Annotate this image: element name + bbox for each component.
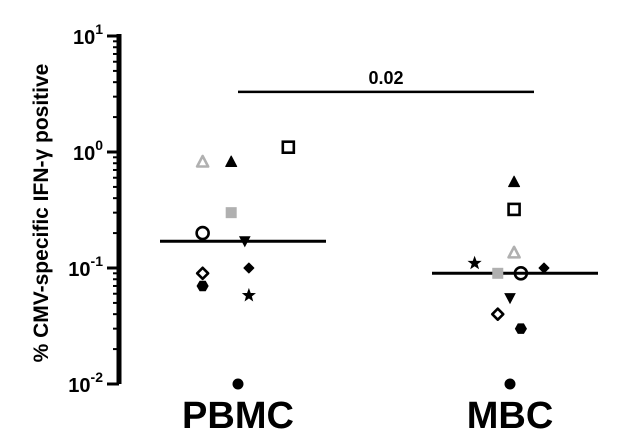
y-tick-label: 10-2 [68,369,103,397]
data-point-star [241,287,256,302]
data-point-triangle-down [504,293,516,305]
data-point-triangle-up-open [195,154,210,168]
data-point-square-open [281,140,296,154]
significance-annotation: 0.02 [238,68,534,94]
data-point-triangle-up [225,155,238,167]
x-axis-categories: PBMC MBC [182,395,553,437]
x-category-label: MBC [467,395,554,437]
data-point-circle [232,378,244,390]
x-category-label: PBMC [182,395,294,437]
data-point-diamond-open [195,266,210,281]
y-tick-label: 10-1 [68,253,103,281]
data-point-triangle-up [508,175,521,188]
significance-label: 0.02 [368,68,403,88]
y-axis-label: % CMV-specific IFN-γ positive [30,64,53,363]
data-point-triangle-up-open [507,245,521,259]
data-points [195,140,550,390]
data-point-star [467,255,482,270]
data-point-square [225,207,237,219]
y-axis: 101 100 10-1 10-2 [68,21,122,397]
data-point-diamond-open [490,307,505,321]
y-tick-label: 101 [73,21,103,49]
median-lines [160,239,598,275]
data-point-circle-open [195,225,210,241]
data-point-diamond [243,262,255,274]
data-point-square-open [507,202,521,217]
data-point-circle [504,378,516,390]
data-point-triangle-down [238,236,251,248]
data-point-hexagon [196,280,209,292]
data-point-hexagon [514,323,527,334]
data-point-circle-open [513,266,529,281]
data-point-diamond [538,262,550,274]
data-point-square [492,267,504,279]
y-tick-label: 100 [73,137,103,165]
